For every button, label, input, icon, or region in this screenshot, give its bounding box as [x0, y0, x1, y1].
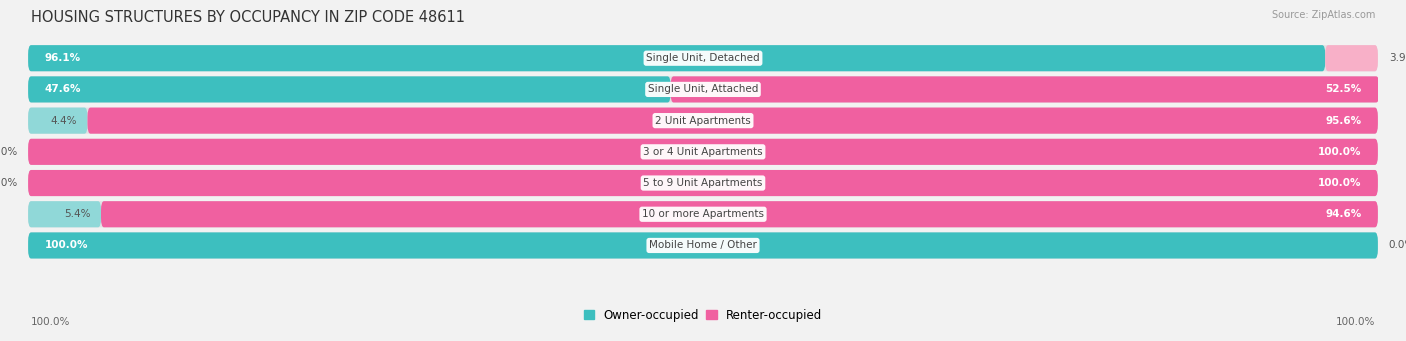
Text: 94.6%: 94.6%: [1326, 209, 1361, 219]
Text: 5 to 9 Unit Apartments: 5 to 9 Unit Apartments: [644, 178, 762, 188]
FancyBboxPatch shape: [28, 201, 101, 227]
Text: 100.0%: 100.0%: [31, 317, 70, 327]
FancyBboxPatch shape: [28, 139, 1378, 165]
Text: 52.5%: 52.5%: [1326, 85, 1361, 94]
FancyBboxPatch shape: [28, 170, 1378, 196]
Text: Single Unit, Detached: Single Unit, Detached: [647, 53, 759, 63]
Text: HOUSING STRUCTURES BY OCCUPANCY IN ZIP CODE 48611: HOUSING STRUCTURES BY OCCUPANCY IN ZIP C…: [31, 10, 465, 25]
Text: 96.1%: 96.1%: [45, 53, 80, 63]
Text: 4.4%: 4.4%: [51, 116, 77, 125]
FancyBboxPatch shape: [1326, 45, 1378, 71]
Text: 2 Unit Apartments: 2 Unit Apartments: [655, 116, 751, 125]
Text: 0.0%: 0.0%: [1389, 240, 1406, 250]
FancyBboxPatch shape: [28, 139, 1378, 165]
FancyBboxPatch shape: [28, 232, 1378, 258]
Text: 47.6%: 47.6%: [45, 85, 80, 94]
FancyBboxPatch shape: [671, 76, 1379, 103]
Text: Source: ZipAtlas.com: Source: ZipAtlas.com: [1271, 10, 1375, 20]
Text: 3 or 4 Unit Apartments: 3 or 4 Unit Apartments: [643, 147, 763, 157]
Text: 3.9%: 3.9%: [1389, 53, 1406, 63]
Text: 5.4%: 5.4%: [63, 209, 90, 219]
FancyBboxPatch shape: [28, 201, 1378, 227]
FancyBboxPatch shape: [28, 232, 1378, 258]
FancyBboxPatch shape: [28, 45, 1378, 71]
Legend: Owner-occupied, Renter-occupied: Owner-occupied, Renter-occupied: [579, 304, 827, 326]
FancyBboxPatch shape: [101, 201, 1378, 227]
Text: 10 or more Apartments: 10 or more Apartments: [643, 209, 763, 219]
Text: Single Unit, Attached: Single Unit, Attached: [648, 85, 758, 94]
FancyBboxPatch shape: [28, 170, 1378, 196]
Text: 0.0%: 0.0%: [0, 147, 17, 157]
FancyBboxPatch shape: [28, 76, 671, 103]
FancyBboxPatch shape: [87, 107, 1378, 134]
FancyBboxPatch shape: [28, 107, 1378, 134]
Text: 0.0%: 0.0%: [0, 178, 17, 188]
Text: 100.0%: 100.0%: [45, 240, 87, 250]
FancyBboxPatch shape: [28, 107, 87, 134]
Text: 100.0%: 100.0%: [1336, 317, 1375, 327]
FancyBboxPatch shape: [28, 45, 1326, 71]
Text: 100.0%: 100.0%: [1319, 147, 1361, 157]
Text: 100.0%: 100.0%: [1319, 178, 1361, 188]
Text: Mobile Home / Other: Mobile Home / Other: [650, 240, 756, 250]
Text: 95.6%: 95.6%: [1326, 116, 1361, 125]
FancyBboxPatch shape: [28, 76, 1378, 103]
